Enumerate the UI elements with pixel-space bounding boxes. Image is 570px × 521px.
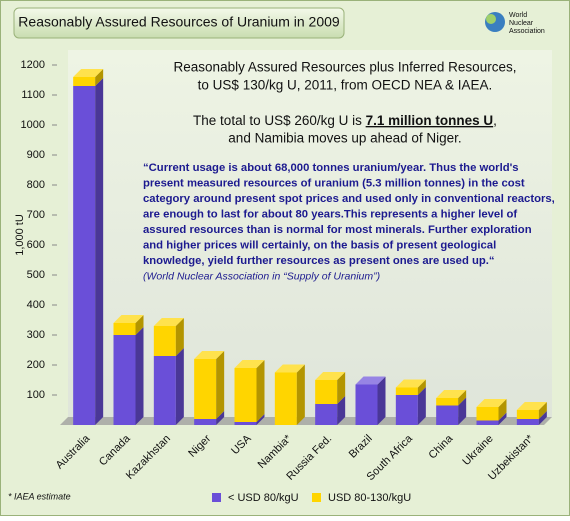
bar-segment [476, 407, 499, 421]
y-tick-label: 1100 [21, 89, 45, 101]
bar-segment [516, 419, 539, 425]
y-tick-label: 200 [27, 359, 45, 371]
bar-top [194, 351, 225, 359]
y-tick-label: 500 [27, 269, 45, 281]
bar-top [274, 364, 305, 373]
y-tick-label: 100 [27, 389, 45, 401]
bar-segment [234, 422, 257, 425]
bar-segment [73, 77, 96, 86]
bar-segment [395, 395, 418, 425]
bar-segment [395, 387, 418, 395]
logo-text: Nuclear [509, 20, 534, 27]
bar-side [377, 376, 386, 425]
quote-line: category around present spot prices and … [143, 193, 555, 205]
note: to US$ 130/kg U, 2011, from OECD NEA & I… [198, 78, 493, 93]
bar-side [216, 351, 225, 419]
bar-side [498, 399, 507, 421]
footnote: * IAEA estimate [8, 491, 71, 501]
chart-title: Reasonably Assured Resources of Uranium … [18, 14, 340, 30]
bar-side [175, 348, 184, 425]
bar-segment [194, 359, 217, 419]
bar-segment [476, 420, 499, 425]
bar-side [135, 327, 144, 425]
bar-side [216, 411, 225, 425]
bar-segment [315, 380, 338, 404]
y-tick-label: 900 [27, 149, 45, 161]
bar-side [498, 412, 507, 425]
y-tick-label: 300 [27, 329, 45, 341]
logo-text: World [509, 12, 527, 19]
bar-side [95, 69, 104, 86]
bar-segment [153, 326, 176, 356]
bar-side [417, 387, 426, 425]
bar-side [458, 390, 467, 406]
y-tick-label: 1200 [21, 59, 45, 71]
note: Reasonably Assured Resources plus Inferr… [174, 60, 517, 75]
quote-line: and higher prices will certainly, on the… [143, 239, 496, 251]
quote-line: assured resources than is normal for mos… [143, 224, 532, 236]
bar-top [315, 372, 346, 380]
y-axis-label: 1,000 tU [14, 214, 26, 256]
back-wall [68, 50, 552, 418]
quote-line: are enough to last for about 80 years.Th… [143, 208, 517, 220]
bar-side [538, 402, 547, 419]
bar-top [436, 390, 467, 398]
bar-segment [436, 398, 459, 406]
bar-segment [315, 404, 338, 425]
title-box [13, 7, 345, 39]
y-tick-label: 1000 [21, 119, 45, 131]
logo-text: Association [509, 28, 545, 35]
bar-top [355, 376, 386, 385]
bar-side [95, 78, 104, 425]
note: and Namibia moves up ahead of Niger. [228, 131, 461, 146]
bar-top [476, 399, 507, 407]
bar-side [256, 360, 265, 422]
quote-line: “Current usage is about 68,000 tonnes ur… [143, 162, 519, 174]
bar-segment [113, 335, 136, 425]
logo-icon [486, 14, 496, 24]
bar-side [256, 414, 265, 425]
bar-segment [355, 384, 378, 425]
y-tick-label: 700 [27, 209, 45, 221]
bar-segment [73, 86, 96, 425]
bar-segment [274, 372, 297, 425]
y-tick-label: 600 [27, 239, 45, 251]
bar-segment [436, 405, 459, 425]
y-tick-label: 800 [27, 179, 45, 191]
y-tick-label: 400 [27, 299, 45, 311]
legend-label: USD 80-130/kgU [328, 492, 411, 504]
floor [60, 417, 552, 425]
bar-side [296, 364, 305, 425]
bar-top [234, 360, 265, 368]
bar-segment [194, 419, 217, 425]
legend-swatch [312, 493, 321, 502]
note: The total to US$ 260/kg U is 7.1 million… [193, 113, 497, 128]
bar-top [153, 318, 184, 326]
bar-side [337, 396, 346, 425]
bar-top [395, 379, 426, 388]
bar-top [113, 315, 144, 323]
bar-side [135, 315, 144, 335]
legend-label: < USD 80/kgU [228, 492, 299, 504]
legend-swatch [212, 493, 221, 502]
quote-line: present measured resources of uranium (5… [143, 177, 525, 189]
bar-top [516, 402, 547, 410]
bar-side [538, 411, 547, 425]
bar-segment [234, 368, 257, 422]
bar-segment [153, 356, 176, 425]
quote-line: knowledge, yield further resources as pr… [143, 255, 495, 267]
bar-side [458, 397, 467, 425]
bar-side [175, 318, 184, 356]
bar-segment [516, 410, 539, 419]
citation: (World Nuclear Association in “Supply of… [143, 270, 380, 282]
bar-segment [113, 323, 136, 335]
bar-side [337, 372, 346, 404]
bar-side [417, 379, 426, 395]
bar-top [73, 69, 104, 77]
